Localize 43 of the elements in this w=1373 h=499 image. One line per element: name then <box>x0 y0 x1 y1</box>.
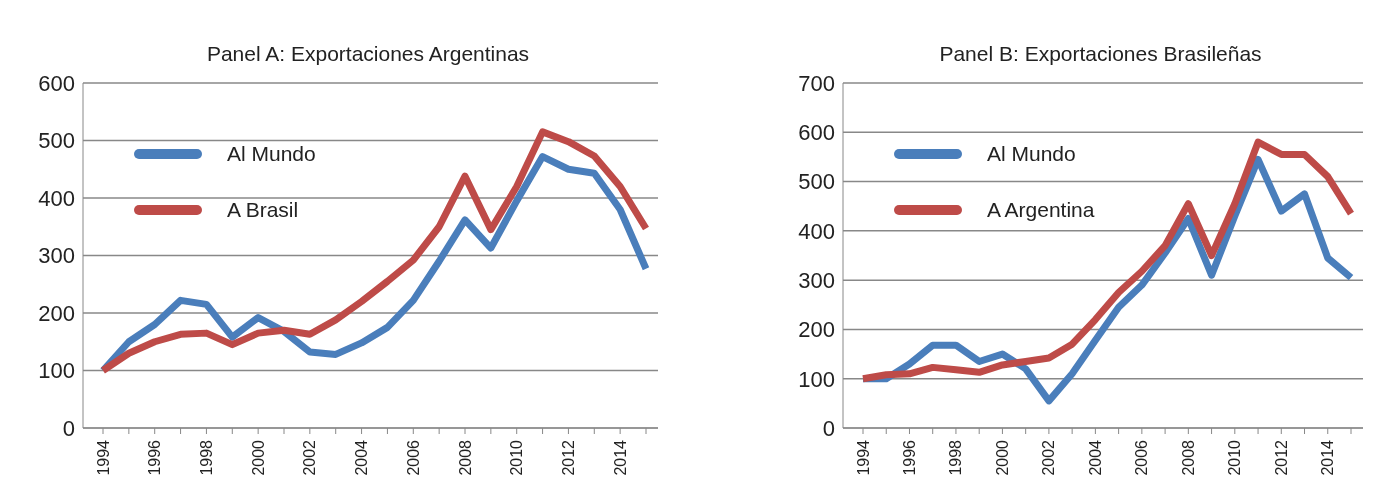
x-tick-label: 2006 <box>404 439 422 476</box>
x-tick-label: 2008 <box>456 439 474 476</box>
legend-label: A Brasil <box>227 198 299 222</box>
x-tick-label: 2000 <box>993 439 1011 476</box>
y-tick-label: 100 <box>38 358 75 384</box>
x-tick-label: 2010 <box>1226 439 1244 476</box>
x-tick-label: 2004 <box>353 439 371 476</box>
legend-label: A Argentina <box>987 198 1095 222</box>
y-tick-label: 0 <box>822 415 835 441</box>
y-tick-label: 600 <box>798 120 835 146</box>
y-tick-label: 100 <box>798 366 835 392</box>
x-tick-label: 2014 <box>1319 439 1337 476</box>
y-tick-label: 600 <box>38 70 75 96</box>
chart-title: Panel A: Exportaciones Argentinas <box>205 42 531 66</box>
y-tick-label: 400 <box>38 185 75 211</box>
x-tick-label: 1994 <box>94 439 112 476</box>
x-tick-label: 1998 <box>197 439 215 476</box>
x-tick-label: 2002 <box>301 439 319 476</box>
x-tick-label: 2012 <box>1272 439 1290 476</box>
x-tick-label: 2006 <box>1133 439 1151 476</box>
y-tick-label: 300 <box>798 267 835 293</box>
legend-label: Al Mundo <box>227 142 316 166</box>
x-tick-label: 2004 <box>1086 439 1104 476</box>
y-tick-label: 200 <box>38 300 75 326</box>
y-tick-label: 500 <box>798 169 835 195</box>
x-tick-label: 2010 <box>508 439 526 476</box>
y-tick-label: 200 <box>798 317 835 343</box>
x-tick-label: 2008 <box>1179 439 1197 476</box>
x-tick-label: 2002 <box>1040 439 1058 476</box>
y-tick-label: 500 <box>38 128 75 154</box>
x-tick-label: 1996 <box>900 439 918 476</box>
y-tick-label: 300 <box>38 243 75 269</box>
x-tick-label: 2012 <box>559 439 577 476</box>
y-tick-label: 700 <box>798 70 835 96</box>
y-tick-label: 400 <box>798 218 835 244</box>
legend-label: Al Mundo <box>987 142 1076 166</box>
x-tick-label: 2014 <box>611 439 629 476</box>
x-tick-label: 1998 <box>947 439 965 476</box>
x-tick-label: 1994 <box>854 439 872 476</box>
x-tick-label: 2000 <box>249 439 267 476</box>
y-tick-label: 0 <box>62 415 75 441</box>
x-tick-label: 1996 <box>146 439 164 476</box>
chart-title: Panel B: Exportaciones Brasileñas <box>938 42 1263 66</box>
